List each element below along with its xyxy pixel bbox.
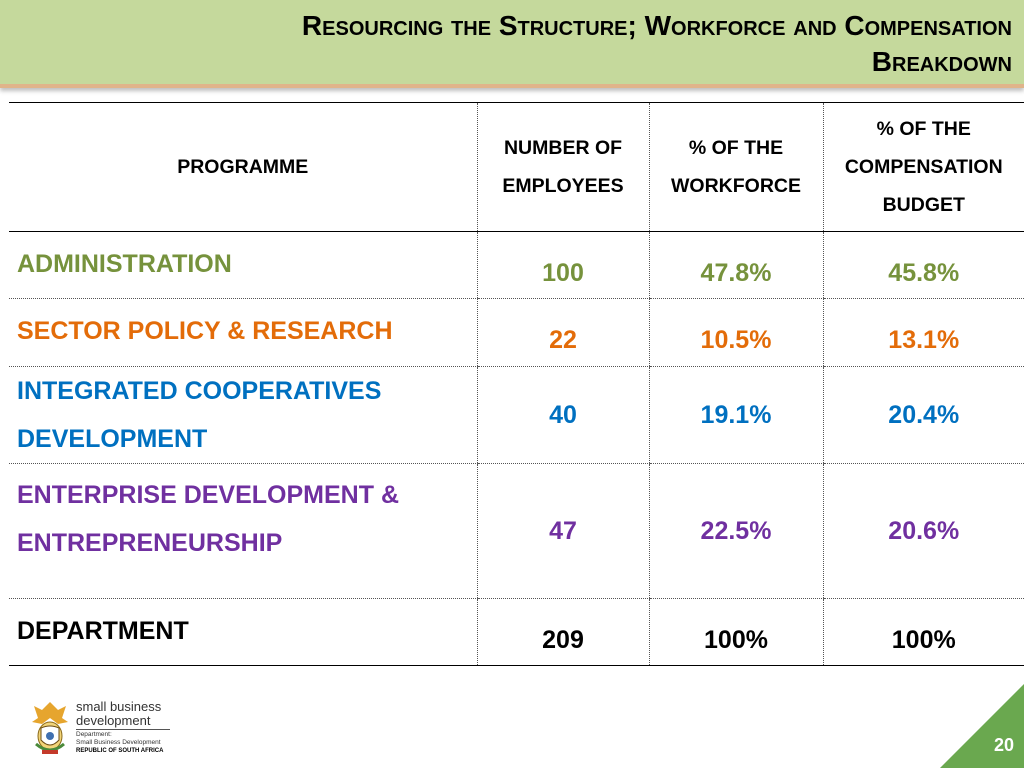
employees-cell: 47 <box>476 463 649 599</box>
logo-name: small business development <box>76 699 162 728</box>
page-corner-triangle <box>940 684 1024 768</box>
coat-of-arms-icon <box>32 702 68 754</box>
workforce-cell: 100% <box>648 598 823 666</box>
employees-cell: 22 <box>476 298 649 367</box>
logo-department: Department: Small Business Development <box>76 731 161 746</box>
header-employees: NUMBER OF EMPLOYEES <box>476 102 649 232</box>
table-header-row: PROGRAMME NUMBER OF EMPLOYEES % OF THE WOR… <box>9 102 1024 232</box>
budget-cell: 20.4% <box>822 366 1024 464</box>
programme-cell: ADMINISTRATION <box>9 231 477 299</box>
table-row-integrated-cooperatives: INTEGRATED COOPERATIVES DEVELOPMENT 40 19… <box>9 366 1024 464</box>
programme-cell: ENTERPRISE DEVELOPMENT & ENTREPRENEURSHIP <box>9 463 477 599</box>
workforce-cell: 47.8% <box>648 231 823 299</box>
slide-title: Resourcing the Structure; Workforce and … <box>52 8 1012 80</box>
page-number: 20 <box>993 735 1014 755</box>
title-bar: Resourcing the Structure; Workforce and … <box>0 0 1024 88</box>
header-budget: % OF THE COMPENSATION BUDGET <box>822 102 1024 232</box>
programme-cell: DEPARTMENT <box>9 598 477 666</box>
employees-cell: 100 <box>476 231 649 299</box>
table-row-enterprise-development: ENTERPRISE DEVELOPMENT & ENTREPRENEURSHIP… <box>9 463 1024 599</box>
employees-cell: 40 <box>476 366 649 464</box>
programme-cell: SECTOR POLICY & RESEARCH <box>9 298 477 367</box>
slide-title-line-2: Breakdown <box>871 46 1012 77</box>
department-logo: small business development Department: Sma… <box>28 700 178 758</box>
budget-cell: 100% <box>822 598 1024 666</box>
budget-cell: 20.6% <box>822 463 1024 599</box>
workforce-cell: 22.5% <box>648 463 823 599</box>
workforce-table: PROGRAMME NUMBER OF EMPLOYEES % OF THE WOR… <box>9 102 1024 666</box>
header-programme: PROGRAMME <box>9 102 477 232</box>
logo-divider <box>76 729 170 730</box>
programme-cell: INTEGRATED COOPERATIVES DEVELOPMENT <box>9 366 477 464</box>
table-row-department: DEPARTMENT 209 100% 100% <box>9 598 1024 666</box>
budget-cell: 45.8% <box>822 231 1024 299</box>
slide-title-line-1: Resourcing the Structure; Workforce and … <box>301 10 1012 41</box>
workforce-cell: 19.1% <box>648 366 823 464</box>
workforce-cell: 10.5% <box>648 298 823 367</box>
header-workforce: % OF THE WORKFORCE <box>648 102 823 232</box>
table-row-sector-policy: SECTOR POLICY & RESEARCH 22 10.5% 13.1% <box>9 298 1024 367</box>
logo-country: REPUBLIC OF SOUTH AFRICA <box>76 748 164 754</box>
budget-cell: 13.1% <box>822 298 1024 367</box>
employees-cell: 209 <box>476 598 649 666</box>
table-row-administration: ADMINISTRATION 100 47.8% 45.8% <box>9 231 1024 299</box>
